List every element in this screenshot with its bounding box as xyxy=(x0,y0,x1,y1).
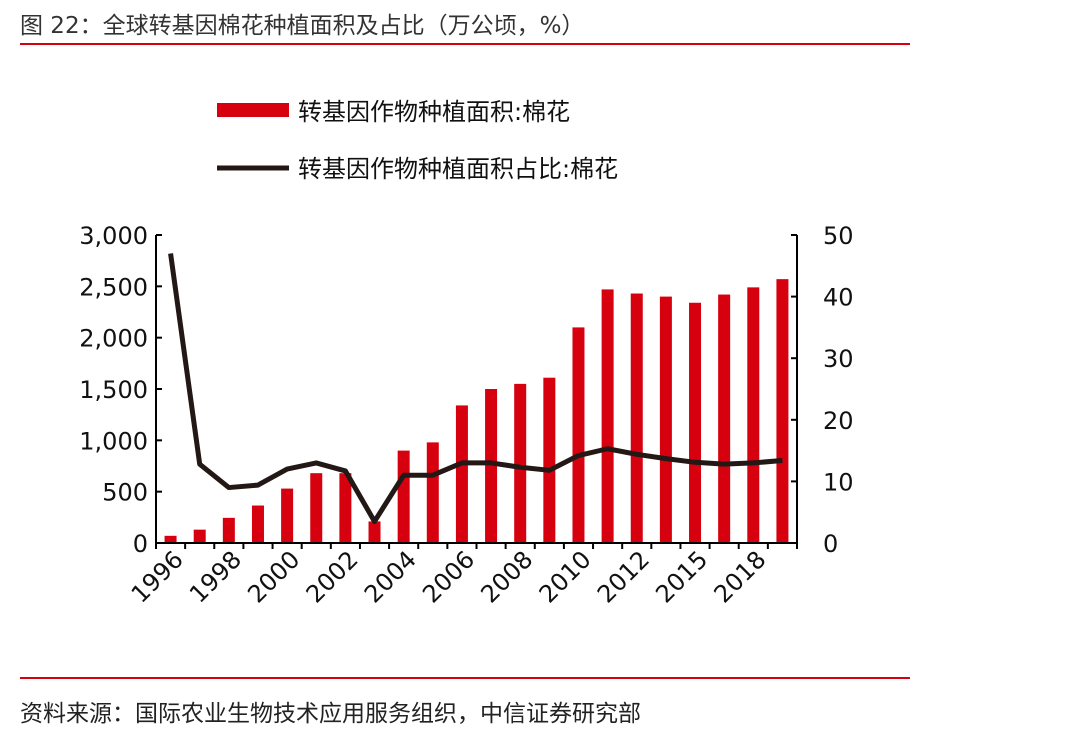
x-tick-label: 2000 xyxy=(242,545,305,608)
title-rule xyxy=(20,43,910,45)
legend-bar-label: 转基因作物种植面积:棉花 xyxy=(298,98,570,126)
share-line xyxy=(168,253,783,524)
bar-2003 xyxy=(368,521,381,543)
left-tick-label: 3,000 xyxy=(79,222,148,250)
right-tick-label: 10 xyxy=(823,468,854,496)
legend-bar-swatch xyxy=(217,103,289,117)
x-tick-label: 2004 xyxy=(359,545,422,608)
x-tick-label: 2012 xyxy=(592,545,655,608)
right-tick-label: 40 xyxy=(823,284,854,312)
left-tick-label: 1,500 xyxy=(79,376,148,404)
bar-2008 xyxy=(514,383,527,543)
x-tick-label: 2008 xyxy=(475,545,538,608)
bar-2005 xyxy=(426,442,439,543)
x-tick-label: 1998 xyxy=(184,545,247,608)
bar-2014 xyxy=(659,296,672,543)
figure-title: 图 22：全球转基因棉花种植面积及占比（万公顷，%） xyxy=(20,13,585,39)
source-note: 资料来源：国际农业生物技术应用服务组织，中信证券研究部 xyxy=(20,701,641,727)
bar-1997 xyxy=(193,529,206,543)
bar-1998 xyxy=(222,517,235,543)
x-tick-label: 2015 xyxy=(650,545,713,608)
bar-2018 xyxy=(747,287,760,543)
right-tick-label: 50 xyxy=(823,222,854,250)
bar-2019 xyxy=(776,279,789,543)
bar-2012 xyxy=(630,293,643,543)
bar-1996 xyxy=(164,535,177,543)
left-tick-label: 2,500 xyxy=(79,273,148,301)
legend-line-label: 转基因作物种植面积占比:棉花 xyxy=(298,155,618,183)
left-tick-label: 0 xyxy=(133,530,148,558)
bar-2010 xyxy=(572,327,585,543)
x-tick-label: 2018 xyxy=(709,545,772,608)
bar-2017 xyxy=(718,294,731,543)
source-rule xyxy=(20,677,910,679)
x-tick-label: 2002 xyxy=(301,545,364,608)
left-tick-label: 2,000 xyxy=(79,325,148,353)
bar-2000 xyxy=(281,488,294,543)
bar-1999 xyxy=(251,505,264,543)
bar-2006 xyxy=(455,405,468,543)
bar-2004 xyxy=(397,450,410,543)
x-tick-label: 2010 xyxy=(534,545,597,608)
x-tick-label: 2006 xyxy=(417,545,480,608)
right-tick-label: 20 xyxy=(823,407,854,435)
bar-2009 xyxy=(543,377,556,543)
left-tick-label: 1,000 xyxy=(79,427,148,455)
bar-2015 xyxy=(689,302,702,543)
bar-2002 xyxy=(339,473,352,543)
left-tick-label: 500 xyxy=(102,479,148,507)
bar-2007 xyxy=(485,389,498,543)
bar-2011 xyxy=(601,289,614,543)
right-tick-label: 0 xyxy=(823,530,838,558)
right-tick-label: 30 xyxy=(823,345,854,373)
bar-2001 xyxy=(310,473,323,543)
